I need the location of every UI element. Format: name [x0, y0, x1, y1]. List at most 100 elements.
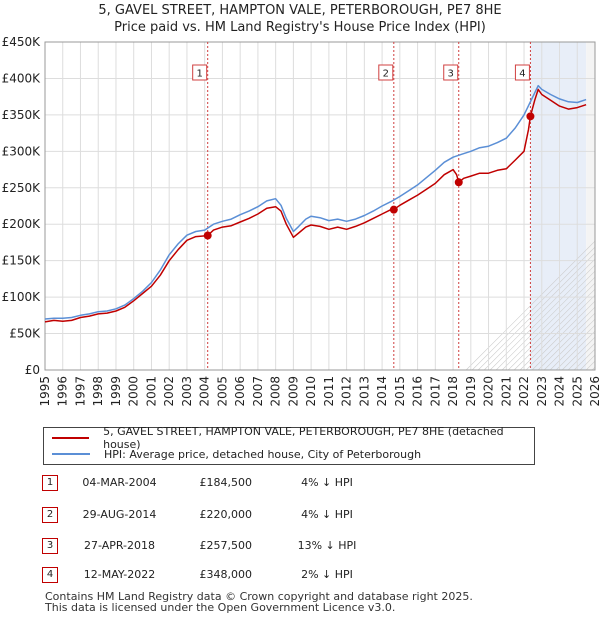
sale-number-box — [514, 64, 530, 81]
y-tick-label: £0 — [25, 363, 40, 377]
hatch-line — [483, 253, 600, 371]
legend-swatch-hpi — [52, 453, 90, 455]
legend-label-hpi: HPI: Average price, detached house, City… — [104, 447, 422, 461]
sale-point — [203, 231, 212, 240]
x-tick-label: 2020 — [482, 376, 496, 407]
transaction-date: 29-AUG-2014 — [82, 508, 157, 521]
hatch-line — [495, 265, 600, 371]
x-tick-label: 2007 — [251, 376, 265, 407]
hatch-line — [489, 259, 600, 371]
transaction-price: £184,500 — [199, 476, 253, 489]
x-tick-label: 1999 — [109, 376, 123, 407]
chart-subtitle: Price paid vs. HM Land Registry's House … — [114, 20, 486, 35]
legend-item-hpi: HPI: Average price, detached house, City… — [52, 446, 421, 462]
x-tick-label: 2010 — [304, 376, 318, 407]
x-tick-label: 1998 — [91, 376, 105, 407]
y-tick-label: £200K — [2, 217, 42, 231]
x-tick-label: 2022 — [517, 376, 531, 407]
x-tick-label: 2015 — [393, 376, 407, 407]
x-tick-label: 2002 — [162, 376, 176, 407]
x-tick-label: 2016 — [411, 376, 425, 407]
x-tick-label: 2019 — [464, 376, 478, 407]
transaction-number: 4 — [42, 567, 58, 583]
legend: 5, GAVEL STREET, HAMPTON VALE, PETERBORO… — [43, 425, 535, 465]
y-tick-label: £150K — [2, 254, 42, 268]
hatch-clip — [595, 40, 600, 372]
sale-point — [389, 205, 398, 214]
x-tick-label: 2000 — [127, 376, 141, 407]
price-chart: £0 £50K £100K £150K £200K £250K £300K £350K £400… — [2, 35, 600, 407]
sale-number-label: 1 — [197, 69, 203, 80]
future-region — [586, 42, 595, 370]
legend-swatch-property — [52, 437, 90, 439]
y-tick-label: £250K — [2, 181, 42, 195]
transaction-hpi-diff: 13% ↓ HPI — [297, 539, 357, 552]
transaction-date: 12-MAY-2022 — [83, 568, 156, 581]
y-tick-label: £50K — [9, 327, 41, 341]
sale-number-label: 3 — [448, 69, 454, 80]
legend-item-property: 5, GAVEL STREET, HAMPTON VALE, PETERBORO… — [52, 425, 534, 451]
transaction-hpi-diff: 4% ↓ HPI — [301, 476, 353, 489]
transaction-hpi-diff: 4% ↓ HPI — [301, 508, 353, 521]
transaction-hpi-diff: 2% ↓ HPI — [301, 568, 353, 581]
y-tick-label: £450K — [2, 35, 42, 49]
transaction-number: 1 — [42, 475, 58, 491]
y-tick-label: £300K — [2, 144, 42, 158]
hatch-line — [531, 301, 600, 371]
hatch-line — [501, 271, 600, 371]
hatch-line — [507, 277, 600, 371]
x-tick-label: 2014 — [375, 376, 389, 407]
x-tick-label: 1996 — [56, 376, 70, 407]
x-tick-label: 2006 — [233, 376, 247, 407]
sale-point — [526, 112, 535, 121]
x-tick-label: 2011 — [322, 376, 336, 407]
sale-number-box — [378, 64, 394, 81]
sale-number-label: 2 — [383, 69, 389, 80]
plot-frame — [44, 41, 596, 371]
y-tick-label: £350K — [2, 108, 42, 122]
transaction-price: £348,000 — [199, 568, 253, 581]
hatch-line — [471, 241, 600, 371]
hatch-line — [513, 283, 600, 371]
hatch-line — [525, 295, 600, 371]
legend-label-property: 5, GAVEL STREET, HAMPTON VALE, PETERBORO… — [103, 425, 504, 451]
hatch-line — [537, 307, 600, 371]
hatch-line — [519, 289, 600, 371]
x-tick-label: 2026 — [588, 376, 600, 407]
hpi-line — [44, 84, 587, 320]
x-tick-label: 2018 — [446, 376, 460, 407]
sale-number-box — [192, 64, 208, 81]
footer-copyright: Contains HM Land Registry data © Crown c… — [45, 590, 473, 603]
chart-title: 5, GAVEL STREET, HAMPTON VALE, PETERBORO… — [98, 3, 502, 18]
transaction-number: 2 — [42, 507, 58, 523]
hatch-line — [465, 235, 600, 371]
x-tick-label: 2017 — [428, 376, 442, 407]
sale-number-box — [443, 64, 459, 81]
x-tick-label: 2024 — [553, 376, 567, 407]
y-tick-label: £100K — [2, 290, 42, 304]
x-tick-label: 2025 — [570, 376, 584, 407]
sale-point — [454, 178, 463, 187]
transaction-date: 27-APR-2018 — [83, 539, 156, 552]
sale-number-label: 4 — [519, 69, 525, 80]
footer-licence: This data is licensed under the Open Gov… — [45, 601, 396, 614]
property-price-line — [44, 88, 587, 323]
x-tick-label: 2005 — [215, 376, 229, 407]
x-tick-label: 2003 — [180, 376, 194, 407]
x-tick-label: 2023 — [535, 376, 549, 407]
x-tick-label: 2004 — [198, 376, 212, 407]
hatch-line — [477, 247, 600, 371]
x-tick-label: 2009 — [286, 376, 300, 407]
x-tick-label: 2013 — [357, 376, 371, 407]
x-tick-label: 1997 — [73, 376, 87, 407]
x-tick-label: 2008 — [269, 376, 283, 407]
y-tick-label: £400K — [2, 71, 42, 85]
transaction-price: £220,000 — [199, 508, 253, 521]
x-tick-label: 2021 — [499, 376, 513, 407]
x-tick-label: 1995 — [38, 376, 52, 407]
transaction-price: £257,500 — [199, 539, 253, 552]
transaction-date: 04-MAR-2004 — [82, 476, 157, 489]
x-tick-label: 2012 — [340, 376, 354, 407]
x-tick-label: 2001 — [144, 376, 158, 407]
transaction-number: 3 — [42, 538, 58, 554]
